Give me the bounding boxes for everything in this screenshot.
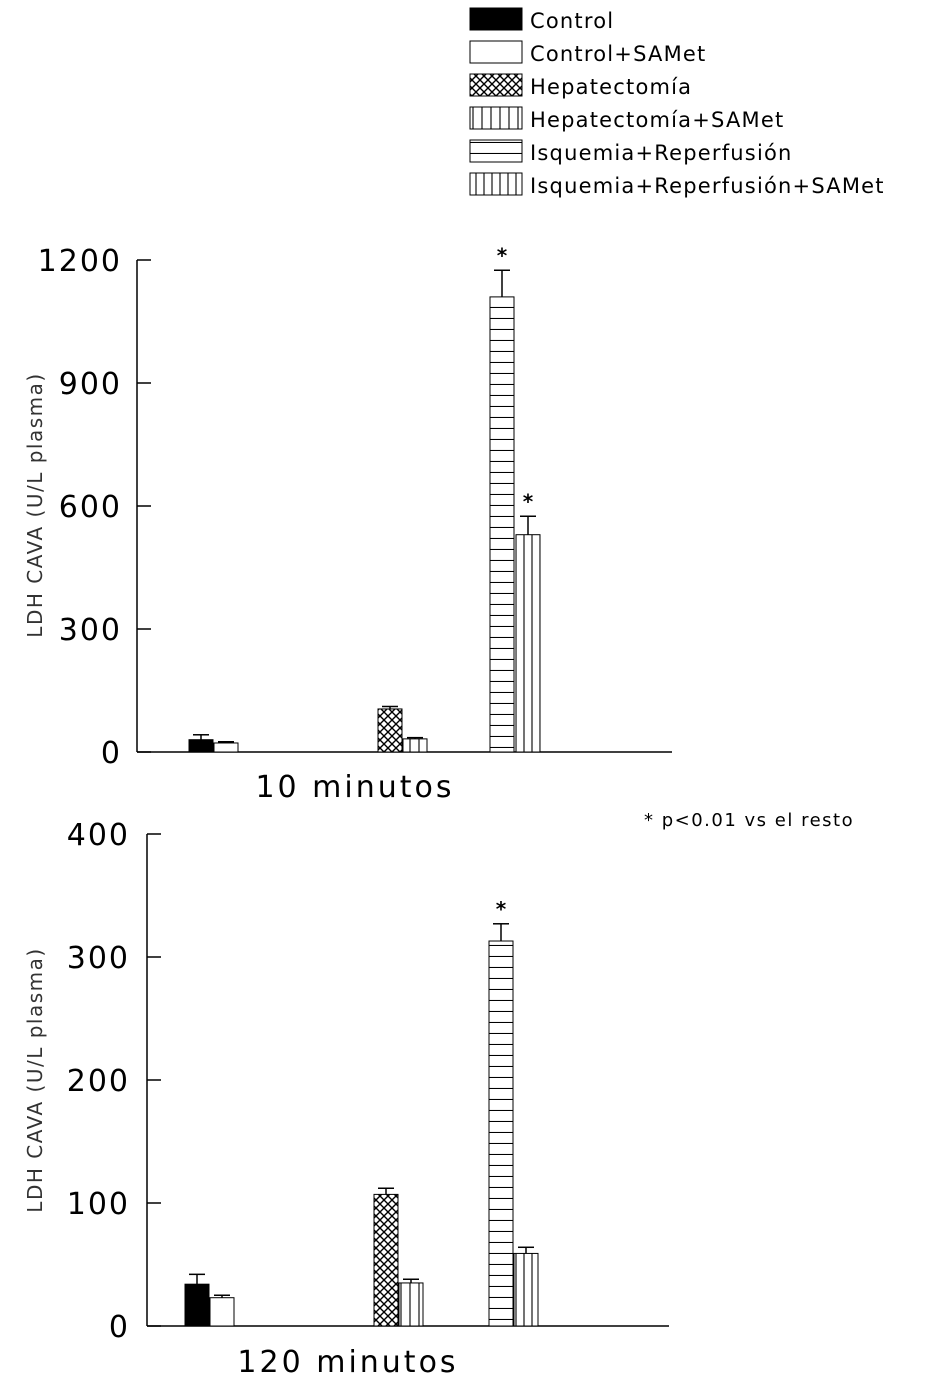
legend-label-hepatectomia: Hepatectomía [530,75,692,99]
error-bar-10-hepatectomia-samet [407,736,423,739]
y-tick-label-10-1200: 1200 [38,244,122,279]
chart-panel-120-minutos: 0 100 200 300 400 * 120 minutos LDH CAVA (U/L… [23,818,669,1380]
error-bar-10-isquemia-reperfusion [494,269,510,297]
significance-marker-10-isquemia-reperfusion-samet: * [523,489,534,513]
legend-label-control: Control [530,9,614,33]
legend-item-isquemia-reperfusion: Isquemia+Reperfusión [469,139,793,165]
y-axis-label-10: LDH CAVA (U/L plasma) [23,372,47,637]
legend-swatch-isquemia-reperfusion [469,139,523,163]
bar-10-isquemia-reperfusion-samet [515,534,541,753]
y-tick-label-10-0: 0 [101,736,122,771]
legend-label-control-samet: Control+SAMet [530,42,706,66]
error-bar-10-control [193,734,209,740]
error-bar-120-hepatectomia-samet [403,1278,419,1283]
legend-swatch-control [469,7,523,31]
bar-120-isquemia-reperfusion-samet [513,1252,539,1327]
x-axis-label-10: 10 minutos [255,770,454,805]
bar-120-control [184,1283,210,1327]
bar-10-control-samet [213,742,239,753]
legend-swatch-hepatectomia [469,73,523,97]
bar-120-hepatectomia-samet [398,1282,424,1327]
error-bar-10-control-samet [218,741,234,743]
chart-panel-10-minutos: 0 300 600 900 1200 * * 10 minutos LDH CAVA (U/… [23,243,672,805]
legend-swatch-isquemia-reperfusion-samet [469,172,523,196]
error-bar-120-control [189,1273,205,1285]
y-tick-label-120-0: 0 [109,1310,130,1345]
y-tick-label-10-600: 600 [59,490,122,525]
legend-label-hepatectomia-samet: Hepatectomía+SAMet [530,108,784,132]
y-tick-label-10-900: 900 [59,367,122,402]
legend-item-isquemia-reperfusion-samet: Isquemia+Reperfusión+SAMet [469,172,885,198]
significance-marker-120-isquemia-reperfusion: * [496,897,507,921]
error-bar-10-hepatectomia [382,705,398,709]
y-tick-label-120-100: 100 [67,1187,130,1222]
legend-swatch-control-samet [469,40,523,64]
bar-10-isquemia-reperfusion [489,296,515,753]
y-tick-label-120-300: 300 [67,941,130,976]
legend-item-hepatectomia: Hepatectomía [469,73,692,99]
bar-10-hepatectomia-samet [402,738,428,753]
y-tick-label-10-300: 300 [59,613,122,648]
legend-item-control: Control [469,7,614,33]
legend-item-hepatectomia-samet: Hepatectomía+SAMet [469,106,784,132]
legend: Control Control+SAMet Hepatectomía Hepat… [469,7,885,198]
bar-120-hepatectomia [373,1193,399,1327]
x-axis-label-120: 120 minutos [237,1345,458,1380]
legend-label-isquemia-reperfusion: Isquemia+Reperfusión [530,141,793,165]
error-bar-120-control-samet [214,1294,230,1298]
bar-120-control-samet [209,1297,235,1327]
bar-120-isquemia-reperfusion [488,940,514,1327]
plot-area-120: 0 100 200 300 400 * [67,818,669,1345]
y-tick-label-120-400: 400 [67,818,130,853]
significance-marker-10-isquemia-reperfusion: * [497,243,508,267]
plot-area-10: 0 300 600 900 1200 * * [38,243,672,771]
y-tick-label-120-200: 200 [67,1064,130,1099]
y-axis-label-120: LDH CAVA (U/L plasma) [23,947,47,1212]
error-bar-120-isquemia-reperfusion [493,923,509,942]
bar-10-control [188,739,214,753]
legend-label-isquemia-reperfusion-samet: Isquemia+Reperfusión+SAMet [530,174,885,198]
error-bar-120-hepatectomia [378,1187,394,1195]
error-bar-120-isquemia-reperfusion-samet [518,1246,534,1254]
legend-item-control-samet: Control+SAMet [469,40,706,66]
bar-10-hepatectomia [377,708,403,753]
error-bar-10-isquemia-reperfusion-samet [520,515,536,535]
legend-swatch-hepatectomia-samet [469,106,523,130]
significance-note: * p<0.01 vs el resto [644,810,854,831]
